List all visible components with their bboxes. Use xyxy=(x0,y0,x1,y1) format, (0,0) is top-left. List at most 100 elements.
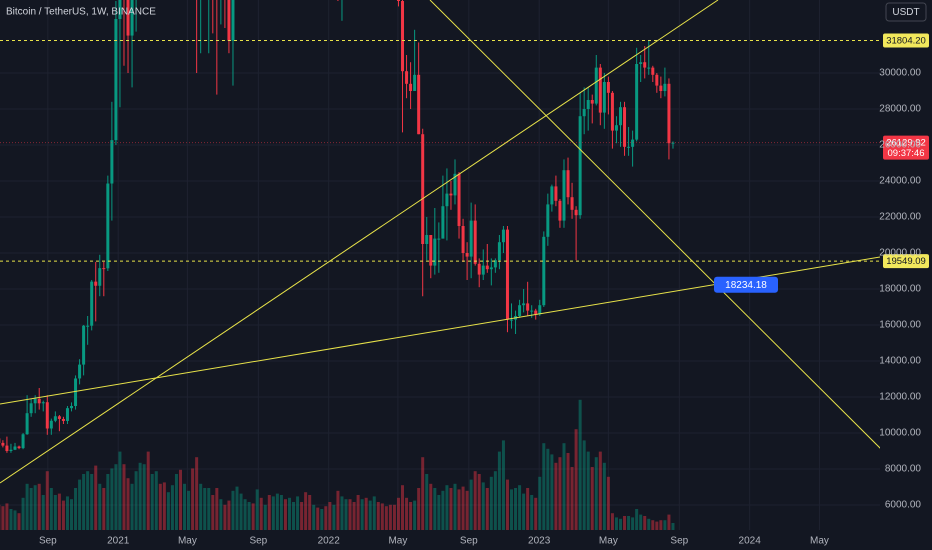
volume-bar xyxy=(546,448,550,530)
volume-bar xyxy=(344,499,348,530)
candle-layer xyxy=(0,0,675,453)
volume-bar xyxy=(227,500,231,530)
volume-bar xyxy=(300,502,304,530)
volume-bar xyxy=(401,485,405,530)
volume-bar xyxy=(195,457,199,530)
callout-box xyxy=(714,276,778,293)
volume-bar xyxy=(594,457,598,530)
candle-body xyxy=(17,446,21,449)
volume-bar xyxy=(158,483,162,530)
candle-body xyxy=(582,109,586,117)
volume-bar xyxy=(497,451,501,530)
currency-button[interactable] xyxy=(885,2,927,22)
volume-bar xyxy=(259,497,263,530)
volume-bar xyxy=(13,510,17,530)
volume-bar xyxy=(114,464,118,530)
volume-bar xyxy=(558,457,562,530)
candle-body xyxy=(110,140,114,184)
volume-bar xyxy=(251,503,255,530)
volume-bar xyxy=(82,474,86,530)
volume-bar xyxy=(199,483,203,530)
level-label-box xyxy=(883,254,929,269)
candle-body xyxy=(396,0,400,2)
candle-body xyxy=(1,442,5,446)
volume-bar xyxy=(671,523,675,530)
trend-line xyxy=(429,0,880,449)
volume-bar xyxy=(388,504,392,530)
volume-bar xyxy=(263,504,267,530)
candle-body xyxy=(602,82,606,113)
candle-body xyxy=(70,406,74,409)
candle-body xyxy=(13,446,17,450)
candle-body xyxy=(429,235,433,266)
candle-body xyxy=(550,186,554,205)
candle-body xyxy=(554,186,558,201)
volume-bar xyxy=(243,499,247,530)
candle-body xyxy=(29,403,33,414)
volume-bar xyxy=(332,504,336,530)
volume-bar xyxy=(663,520,667,530)
candle-body xyxy=(433,238,437,266)
volume-bar xyxy=(316,507,320,530)
volume-bar xyxy=(614,517,618,530)
candle-body xyxy=(461,226,465,254)
volume-bar xyxy=(526,488,530,530)
candle-body xyxy=(25,413,29,435)
volume-bar xyxy=(211,495,215,530)
volume-bar xyxy=(396,497,400,530)
volume-bar xyxy=(304,492,308,530)
x-tick-label: Sep xyxy=(460,536,478,547)
currency-label[interactable]: USDT xyxy=(892,7,919,18)
volume-bar xyxy=(170,485,174,530)
volume-bar xyxy=(433,488,437,530)
volume-bar xyxy=(647,518,651,530)
x-tick-label: 2023 xyxy=(528,536,551,547)
candle-body xyxy=(413,74,417,92)
volume-bar xyxy=(510,489,514,530)
candle-body xyxy=(610,92,614,131)
volume-bar xyxy=(441,490,445,530)
candle-body xyxy=(41,402,45,404)
volume-bar xyxy=(425,474,429,530)
candle-body xyxy=(102,268,106,270)
volume-bar xyxy=(187,490,191,530)
volume-bar xyxy=(578,399,582,530)
volume-bar xyxy=(655,521,659,530)
candle-body xyxy=(643,62,647,68)
volume-bar xyxy=(174,474,178,530)
candle-body xyxy=(425,235,429,245)
candle-body xyxy=(635,64,639,140)
candle-body xyxy=(623,107,627,147)
candle-body xyxy=(118,0,122,20)
candle-body xyxy=(647,67,651,69)
candle-body xyxy=(485,265,489,270)
volume-bar xyxy=(312,504,316,530)
x-tick-label: Sep xyxy=(39,536,57,547)
candle-body xyxy=(74,378,78,407)
volume-bar xyxy=(70,499,74,530)
candle-body xyxy=(639,62,643,65)
countdown-label: 09:37:46 xyxy=(888,148,925,159)
volume-bar xyxy=(223,504,227,530)
volume-bar xyxy=(360,499,364,530)
y-tick-label: 12000.00 xyxy=(879,392,921,403)
volume-bar xyxy=(606,476,610,530)
volume-bar xyxy=(562,443,566,530)
volume-bar xyxy=(538,476,542,530)
volume-bar xyxy=(122,464,126,530)
y-tick-label: 6000.00 xyxy=(885,500,922,511)
candle-body xyxy=(505,229,509,320)
candle-body xyxy=(497,242,501,261)
x-tick-label: 2022 xyxy=(318,536,341,547)
volume-bar xyxy=(41,495,45,530)
x-tick-label: 2024 xyxy=(739,536,762,547)
candle-body xyxy=(94,281,98,286)
last-price-label: 26129.92 xyxy=(886,138,926,149)
volume-bar xyxy=(239,493,243,530)
candle-body xyxy=(401,1,405,72)
candle-body xyxy=(49,420,53,429)
candle-body xyxy=(437,238,441,240)
volume-bar xyxy=(9,509,13,530)
candle-body xyxy=(598,67,602,113)
